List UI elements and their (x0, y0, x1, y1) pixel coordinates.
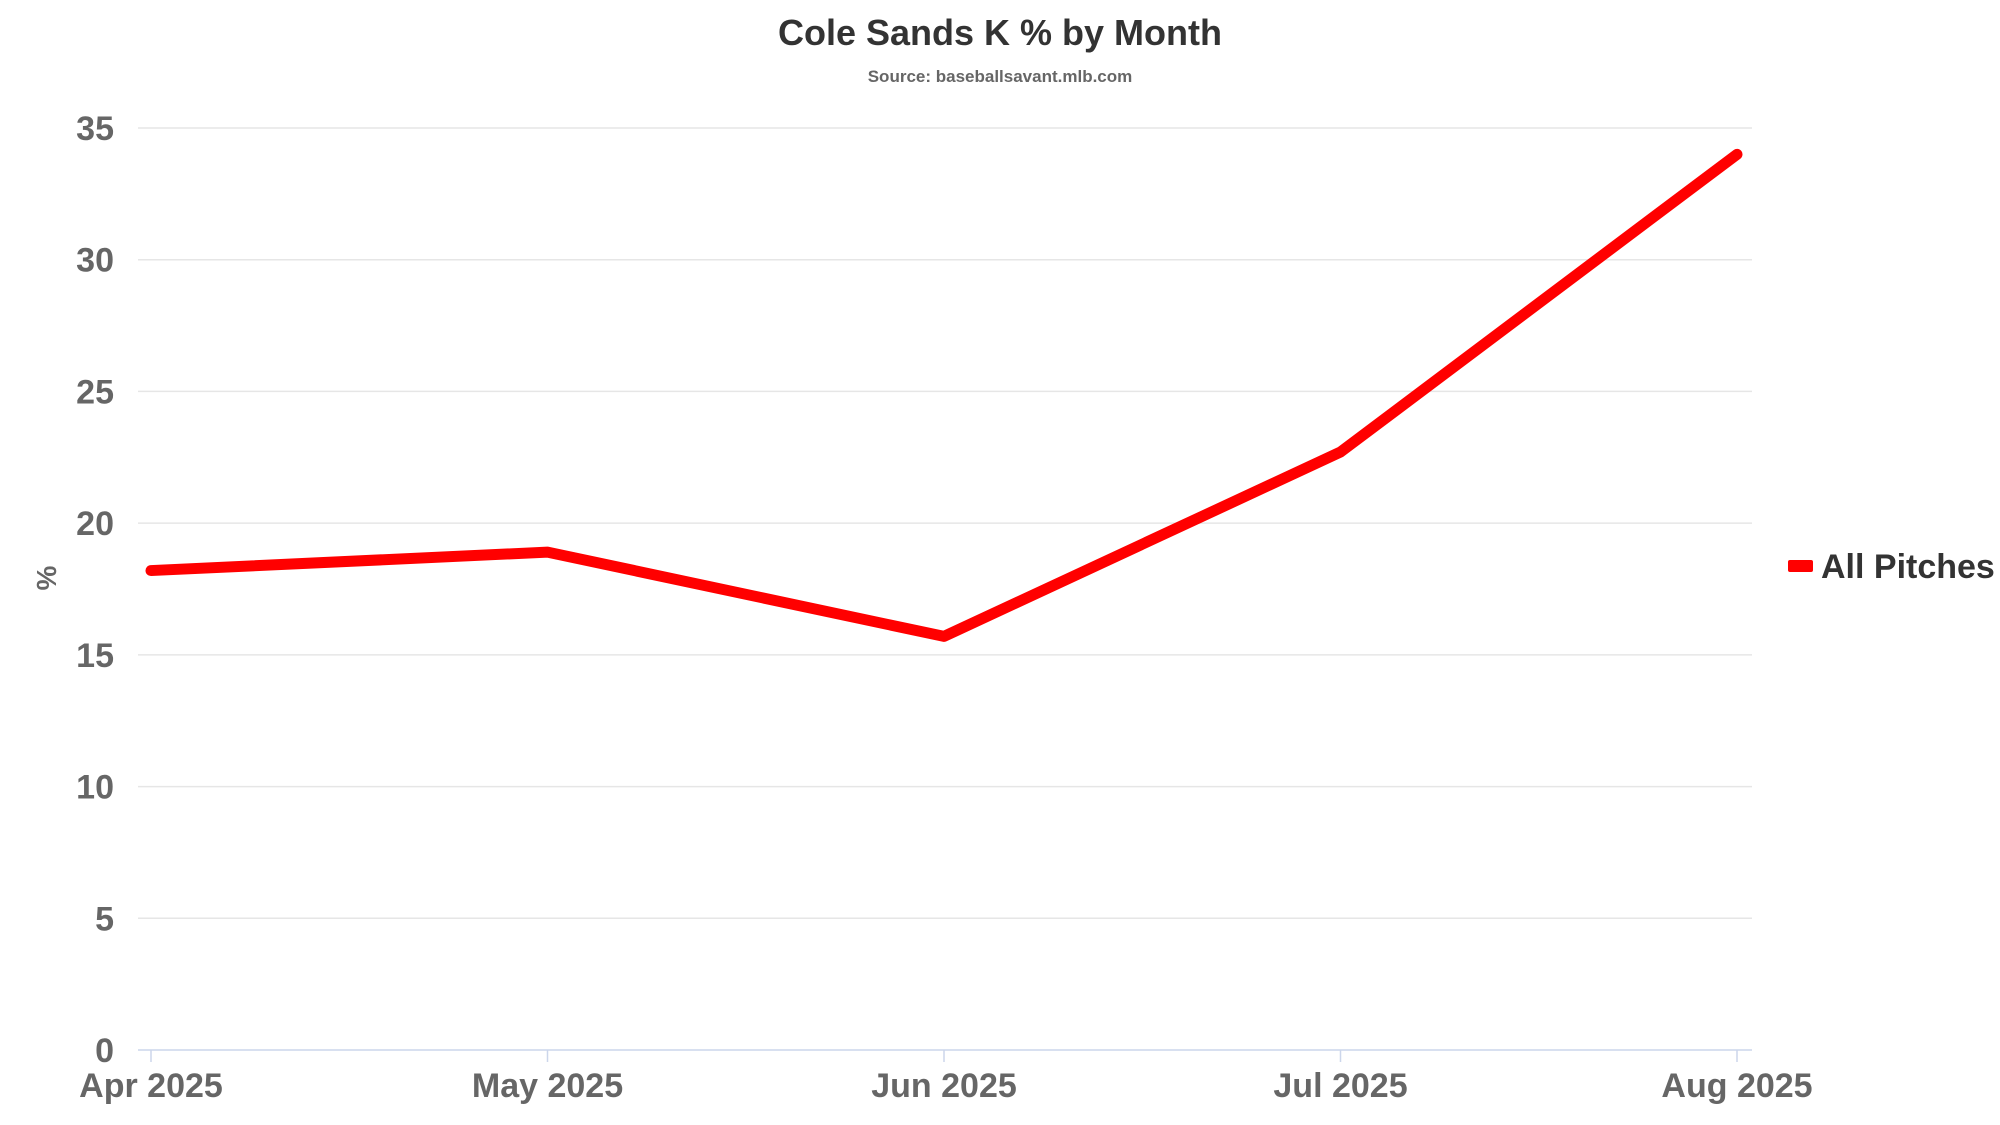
y-tick-label-30: 30 (76, 242, 114, 280)
y-axis-tick-labels: 0 5 10 15 20 25 30 35 (76, 110, 114, 1070)
legend-swatch-all-pitches (1788, 560, 1813, 572)
gridlines (138, 127, 1752, 920)
x-tick-label: Apr 2025 (79, 1067, 223, 1105)
data-point[interactable] (143, 563, 159, 579)
x-axis-tick-labels: Apr 2025 May 2025 Jun 2025 Jul 2025 Aug 2025 (79, 1067, 1812, 1105)
y-tick-label-5: 5 (95, 900, 114, 938)
chart-title: Cole Sands K % by Month (778, 12, 1222, 53)
x-tick-label: Jun 2025 (871, 1067, 1017, 1105)
chart-subtitle: Source: baseballsavant.mlb.com (868, 67, 1133, 86)
y-tick-label-10: 10 (76, 769, 114, 807)
data-point[interactable] (1333, 444, 1349, 460)
y-axis-title: % (31, 565, 62, 590)
x-axis (138, 1049, 1752, 1062)
data-point[interactable] (936, 628, 952, 644)
x-tick-label: Jul 2025 (1273, 1067, 1407, 1105)
y-tick-label-20: 20 (76, 505, 114, 543)
data-point[interactable] (1729, 146, 1745, 162)
y-tick-label-15: 15 (76, 637, 114, 675)
legend-item-all-pitches: All Pitches (1821, 548, 1995, 586)
series-line-all-pitches[interactable] (145, 148, 1743, 642)
y-tick-label-0: 0 (95, 1032, 114, 1070)
y-tick-label-25: 25 (76, 373, 114, 411)
series-lines (143, 146, 1745, 644)
data-point[interactable] (540, 544, 556, 560)
x-tick-label: Aug 2025 (1661, 1067, 1812, 1105)
y-tick-label-35: 35 (76, 110, 114, 148)
legend[interactable]: All Pitches (1788, 548, 1995, 586)
x-tick-label: May 2025 (472, 1067, 623, 1105)
